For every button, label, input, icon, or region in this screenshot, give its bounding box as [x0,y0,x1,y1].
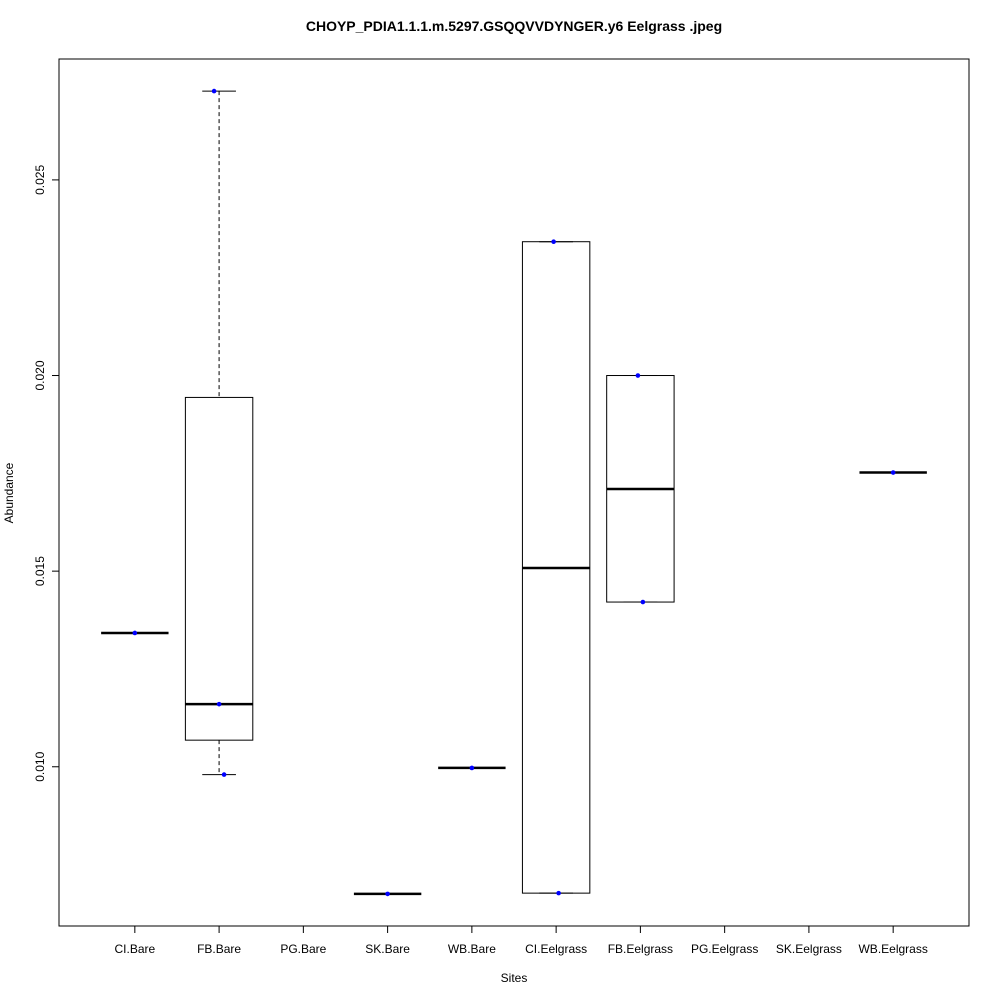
point [556,890,561,896]
chart-title: CHOYP_PDIA1.1.1.m.5297.GSQQVVDYNGER.y6 E… [306,18,722,34]
point [385,891,390,897]
x-tick-label: CI.Bare [114,942,155,956]
point [216,701,222,707]
y-axis-label: Abundance [2,462,16,523]
x-tick-label: PG.Eelgrass [691,942,758,956]
x-tick-label: SK.Bare [365,942,410,956]
point [221,772,227,777]
point [640,599,646,605]
point [132,630,138,636]
point [211,88,217,94]
x-tick-label: FB.Eelgrass [608,942,673,956]
y-tick-label: 0.020 [33,360,47,390]
x-tick-label: WB.Eelgrass [858,942,927,956]
y-tick-label: 0.015 [33,556,47,586]
x-tick-label: PG.Bare [280,942,326,956]
x-tick-label: CI.Eelgrass [525,942,587,956]
x-tick-label: WB.Bare [448,942,496,956]
point [635,373,641,378]
x-axis-label: Sites [501,971,528,985]
point [890,470,896,475]
x-tick-label: SK.Eelgrass [776,942,842,956]
x-tick-label: FB.Bare [197,942,241,956]
point [551,239,556,245]
box [184,396,254,741]
y-tick-label: 0.025 [33,165,47,195]
plot-frame [58,58,970,927]
point [469,765,475,771]
y-tick-label: 0.010 [33,751,47,781]
